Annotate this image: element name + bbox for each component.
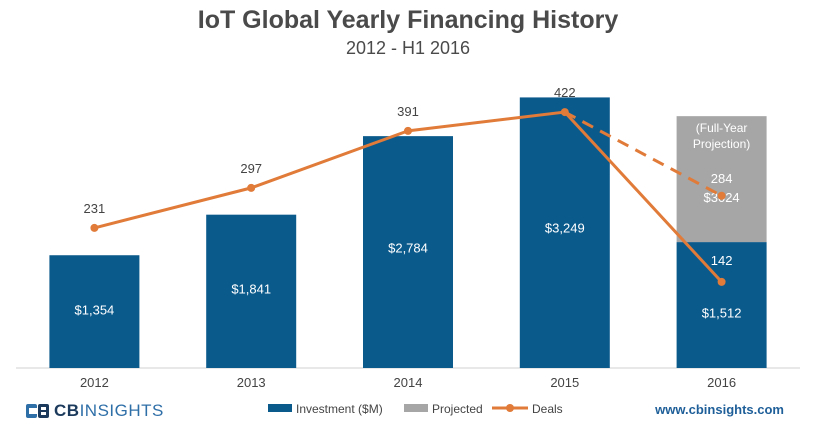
legend-label-deals: Deals [532, 402, 563, 416]
x-tick-label-2015: 2015 [550, 375, 579, 390]
x-tick-label-2014: 2014 [394, 375, 423, 390]
deals-point-2012 [90, 223, 99, 232]
deals-point-2013 [247, 183, 256, 192]
legend-label-projected: Projected [432, 402, 483, 416]
chart-title: IoT Global Yearly Financing History [197, 6, 619, 34]
deals-label-2013: 297 [240, 161, 262, 176]
bar-value-label-2013: $1,841 [231, 281, 271, 296]
bar-investment-2013 [206, 214, 297, 368]
bar-value-label-2016: $1,512 [702, 306, 742, 321]
x-tick-label-2013: 2013 [237, 375, 266, 390]
projection-note-line-1: Projection) [693, 137, 750, 151]
bar-value-label-2014: $2,784 [388, 240, 428, 255]
bar-investment-2012 [49, 255, 140, 368]
x-tick-label-2012: 2012 [80, 375, 109, 390]
deals-label-2012: 231 [84, 201, 106, 216]
legend-swatch-investment [268, 404, 292, 412]
bar-investment-2016 [676, 242, 767, 368]
deals-projected-point [717, 191, 726, 200]
chart-subtitle: 2012 - H1 2016 [345, 38, 471, 58]
cb-insights-logo: CBINSIGHTS [26, 401, 164, 421]
deals-projected-label: 284 [711, 171, 733, 186]
x-tick-label-2016: 2016 [707, 375, 736, 390]
bar-value-label-2015: $3,249 [545, 220, 585, 235]
deals-projection-line [564, 110, 723, 198]
deals-point-2016 [717, 277, 726, 286]
logo-text-light: INSIGHTS [79, 401, 164, 420]
website-link[interactable]: www.cbinsights.com [655, 402, 784, 417]
legend-swatch-projected [404, 404, 428, 412]
deals-label-2015: 422 [554, 85, 576, 100]
logo-text-bold: CB [54, 401, 80, 420]
deals-point-2015 [560, 108, 569, 117]
deals-point-2014 [404, 126, 412, 135]
deals-label-2014: 391 [397, 104, 419, 119]
bar-value-label-2012: $1,354 [75, 302, 115, 317]
legend-label-investment: Investment ($M) [296, 402, 383, 416]
deals-label-2016: 142 [711, 253, 733, 268]
cb-logo-icon [26, 404, 49, 418]
legend-marker-deals [506, 404, 514, 412]
projection-note-line-0: (Full-Year [696, 121, 748, 135]
bar-investment-2014 [363, 136, 453, 368]
